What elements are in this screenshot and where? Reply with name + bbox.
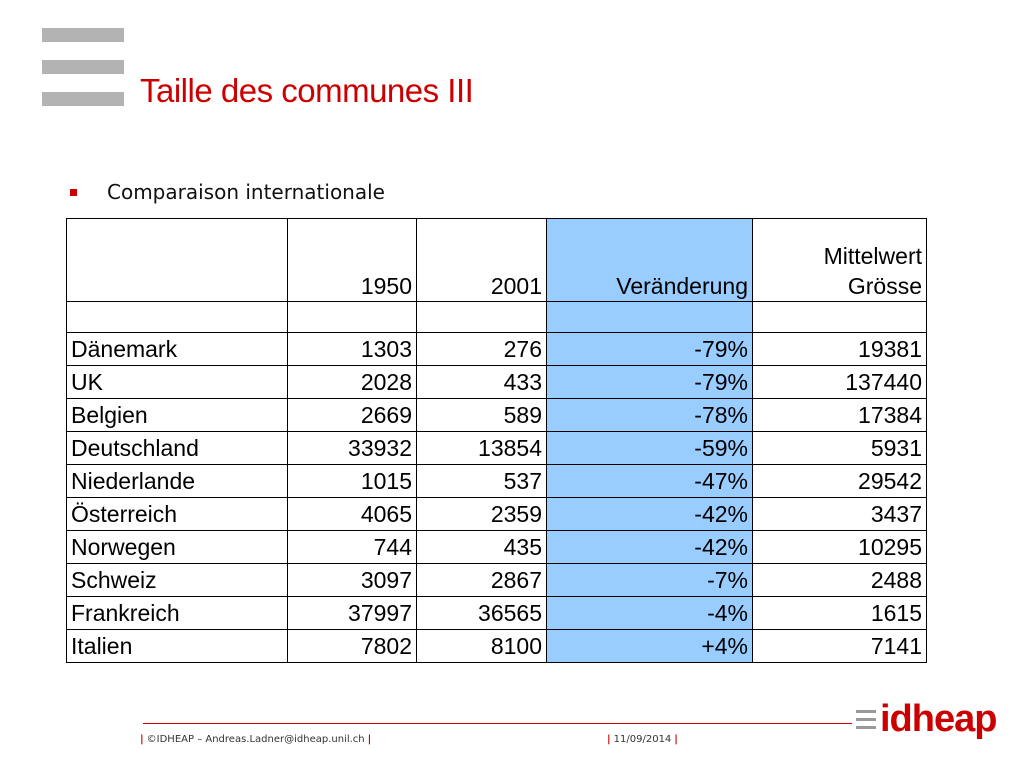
header-line: Mittelwert <box>823 243 922 269</box>
table-cell: -42% <box>546 497 753 531</box>
table-cell: Schweiz <box>66 563 288 597</box>
table-row: Deutschland 33932 13854 -59% 5931 <box>66 431 927 465</box>
table-row: Dänemark 1303 276 -79% 19381 <box>66 332 927 366</box>
table-cell: Dänemark <box>66 332 288 366</box>
footer-copyright-text: ©IDHEAP – Andreas.Ladner@idheap.unil.ch <box>146 734 365 745</box>
table-cell <box>287 301 417 333</box>
table-cell: 537 <box>416 464 547 498</box>
table-row: Schweiz 3097 2867 -7% 2488 <box>66 563 927 597</box>
bullet-text: Comparaison internationale <box>107 180 385 204</box>
table-cell <box>416 301 547 333</box>
logo-lines-icon <box>856 705 876 734</box>
menu-bars-logo <box>42 28 124 124</box>
table-cell: 17384 <box>752 398 927 432</box>
logo-bar <box>42 60 124 74</box>
table-row: Norwegen 744 435 -42% 10295 <box>66 530 927 564</box>
table-cell <box>66 301 288 333</box>
table-cell: 1303 <box>287 332 417 366</box>
table-cell: 137440 <box>752 365 927 399</box>
table-cell: 1015 <box>287 464 417 498</box>
slide-title: Taille des communes III <box>140 72 474 109</box>
table-cell: Niederlande <box>66 464 288 498</box>
table-spacer-row <box>66 301 927 333</box>
header-cell-2001: 2001 <box>416 218 547 302</box>
header-cell-change: Veränderung <box>546 218 753 302</box>
table-cell: 7802 <box>287 629 417 663</box>
table-cell: -47% <box>546 464 753 498</box>
table-cell: 589 <box>416 398 547 432</box>
footer-date-text: 11/09/2014 <box>613 734 672 745</box>
header-cell-1950: 1950 <box>287 218 417 302</box>
table-cell: 2488 <box>752 563 927 597</box>
table-cell: 744 <box>287 530 417 564</box>
table-cell <box>752 301 927 333</box>
table-cell: 36565 <box>416 596 547 630</box>
table-cell: 8100 <box>416 629 547 663</box>
header-cell-country <box>66 218 288 302</box>
table-cell: +4% <box>546 629 753 663</box>
table-cell: 435 <box>416 530 547 564</box>
table-cell: -79% <box>546 332 753 366</box>
table-cell: Österreich <box>66 497 288 531</box>
table-cell: -59% <box>546 431 753 465</box>
table-cell: -79% <box>546 365 753 399</box>
table-row: Belgien 2669 589 -78% 17384 <box>66 398 927 432</box>
comparison-table: 1950 2001 Veränderung Mittelwert Grösse D… <box>66 218 927 663</box>
table-cell: 3437 <box>752 497 927 531</box>
table-cell <box>546 301 753 333</box>
footer-date: | 11/09/2014 | <box>607 734 678 745</box>
table-cell: 276 <box>416 332 547 366</box>
table-cell: -4% <box>546 596 753 630</box>
table-cell: 3097 <box>287 563 417 597</box>
header-line: Grösse <box>847 273 922 299</box>
table-cell: 33932 <box>287 431 417 465</box>
table-cell: -7% <box>546 563 753 597</box>
table-cell: -42% <box>546 530 753 564</box>
table-cell: Norwegen <box>66 530 288 564</box>
table-cell: 2669 <box>287 398 417 432</box>
table-cell: 2028 <box>287 365 417 399</box>
table-cell: 29542 <box>752 464 927 498</box>
brand-wordmark: idheap <box>880 698 997 740</box>
logo-bar <box>42 92 124 106</box>
table-cell: UK <box>66 365 288 399</box>
bullet-square-icon <box>70 188 77 196</box>
table-row: Niederlande 1015 537 -47% 29542 <box>66 464 927 498</box>
table-cell: 2867 <box>416 563 547 597</box>
table-cell: 1615 <box>752 596 927 630</box>
table-cell: Frankreich <box>66 596 288 630</box>
header-cell-mean-size: Mittelwert Grösse <box>752 218 927 302</box>
table-cell: 2359 <box>416 497 547 531</box>
table-cell: Belgien <box>66 398 288 432</box>
table-row: Italien 7802 8100 +4% 7141 <box>66 629 927 663</box>
table-cell: Deutschland <box>66 431 288 465</box>
table-cell: -78% <box>546 398 753 432</box>
table-cell: Italien <box>66 629 288 663</box>
footer-divider <box>143 723 998 724</box>
table-cell: 13854 <box>416 431 547 465</box>
table-cell: 7141 <box>752 629 927 663</box>
table-row: Frankreich 37997 36565 -4% 1615 <box>66 596 927 630</box>
idheap-logo: idheap <box>852 698 1001 741</box>
table-row: Österreich 4065 2359 -42% 3437 <box>66 497 927 531</box>
table-cell: 4065 <box>287 497 417 531</box>
table-header-row: 1950 2001 Veränderung Mittelwert Grösse <box>66 218 927 302</box>
bullet-item: Comparaison internationale <box>70 180 385 204</box>
table-cell: 37997 <box>287 596 417 630</box>
table-cell: 5931 <box>752 431 927 465</box>
table-cell: 10295 <box>752 530 927 564</box>
table-row: UK 2028 433 -79% 137440 <box>66 365 927 399</box>
logo-bar <box>42 28 124 42</box>
table-cell: 19381 <box>752 332 927 366</box>
table-cell: 433 <box>416 365 547 399</box>
footer-copyright: | ©IDHEAP – Andreas.Ladner@idheap.unil.ch… <box>140 734 372 745</box>
